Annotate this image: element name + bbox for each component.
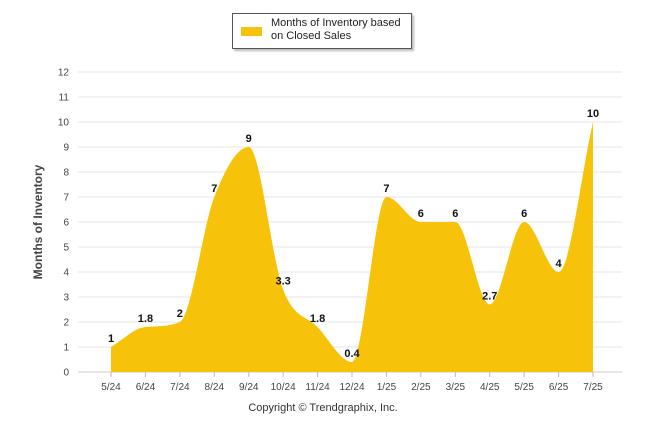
data-label: 1.8 (310, 313, 325, 325)
data-label: 4 (556, 258, 563, 270)
x-tick-label: 12/24 (339, 382, 364, 393)
x-tick-label: 4/25 (480, 382, 500, 393)
data-label: 1 (108, 333, 114, 345)
y-tick-label: 11 (59, 93, 70, 104)
x-tick-label: 1/25 (377, 382, 397, 393)
data-label: 3.3 (276, 276, 291, 288)
x-tick-label: 5/25 (514, 382, 534, 393)
data-label: 6 (452, 208, 458, 220)
grid-lines (78, 71, 622, 373)
y-tick-label: 10 (58, 118, 70, 129)
x-tick-label: 3/25 (446, 382, 466, 393)
y-tick-label: 12 (58, 68, 70, 79)
data-label: 2 (177, 308, 183, 320)
y-tick-label: 2 (63, 318, 69, 329)
data-label: 10 (587, 108, 599, 120)
data-labels: 1 1.8 2 7 9 3.3 1.8 0.4 7 6 6 2.7 6 4 10 (108, 108, 599, 360)
x-tick-label: 8/24 (205, 382, 225, 393)
data-label: 6 (418, 208, 424, 220)
y-tick-label: 0 (63, 368, 69, 379)
y-tick-label: 3 (63, 293, 69, 304)
x-tick-label: 7/25 (583, 382, 603, 393)
y-tick-label: 4 (63, 268, 69, 279)
x-tick-label: 7/24 (170, 382, 190, 393)
data-label: 2.7 (482, 291, 497, 303)
y-tick-label: 6 (63, 218, 69, 229)
y-tick-label: 7 (63, 193, 69, 204)
y-axis-label: Months of Inventory (31, 164, 45, 280)
y-tick-label: 8 (63, 168, 69, 179)
copyright-text: Copyright © Trendgraphix, Inc. (248, 402, 398, 414)
x-tick-label: 6/24 (136, 382, 156, 393)
legend-swatch (241, 27, 262, 36)
y-tick-label: 9 (63, 143, 69, 154)
x-tick-label: 2/25 (411, 382, 431, 393)
data-label: 7 (211, 183, 217, 195)
legend[interactable]: Months of Inventory based on Closed Sale… (232, 13, 412, 49)
data-label: 7 (383, 183, 389, 195)
data-label: 1.8 (138, 313, 153, 325)
area-series (111, 122, 594, 372)
x-tick-label: 9/24 (239, 382, 259, 393)
data-label: 9 (246, 133, 252, 145)
x-tick-label: 11/24 (305, 382, 330, 393)
legend-label: Months of Inventory based on Closed Sale… (271, 17, 401, 42)
y-tick-label: 5 (63, 243, 69, 254)
data-label: 6 (521, 208, 527, 220)
x-tick-label: 10/24 (271, 382, 296, 393)
x-tick-label: 6/25 (549, 382, 569, 393)
data-label: 0.4 (344, 348, 360, 360)
x-axis-ticks: 5/24 6/24 7/24 8/24 9/24 10/24 11/24 12/24 1/25 2… (78, 371, 622, 393)
y-tick-label: 1 (63, 343, 69, 354)
x-tick-label: 5/24 (101, 382, 121, 393)
